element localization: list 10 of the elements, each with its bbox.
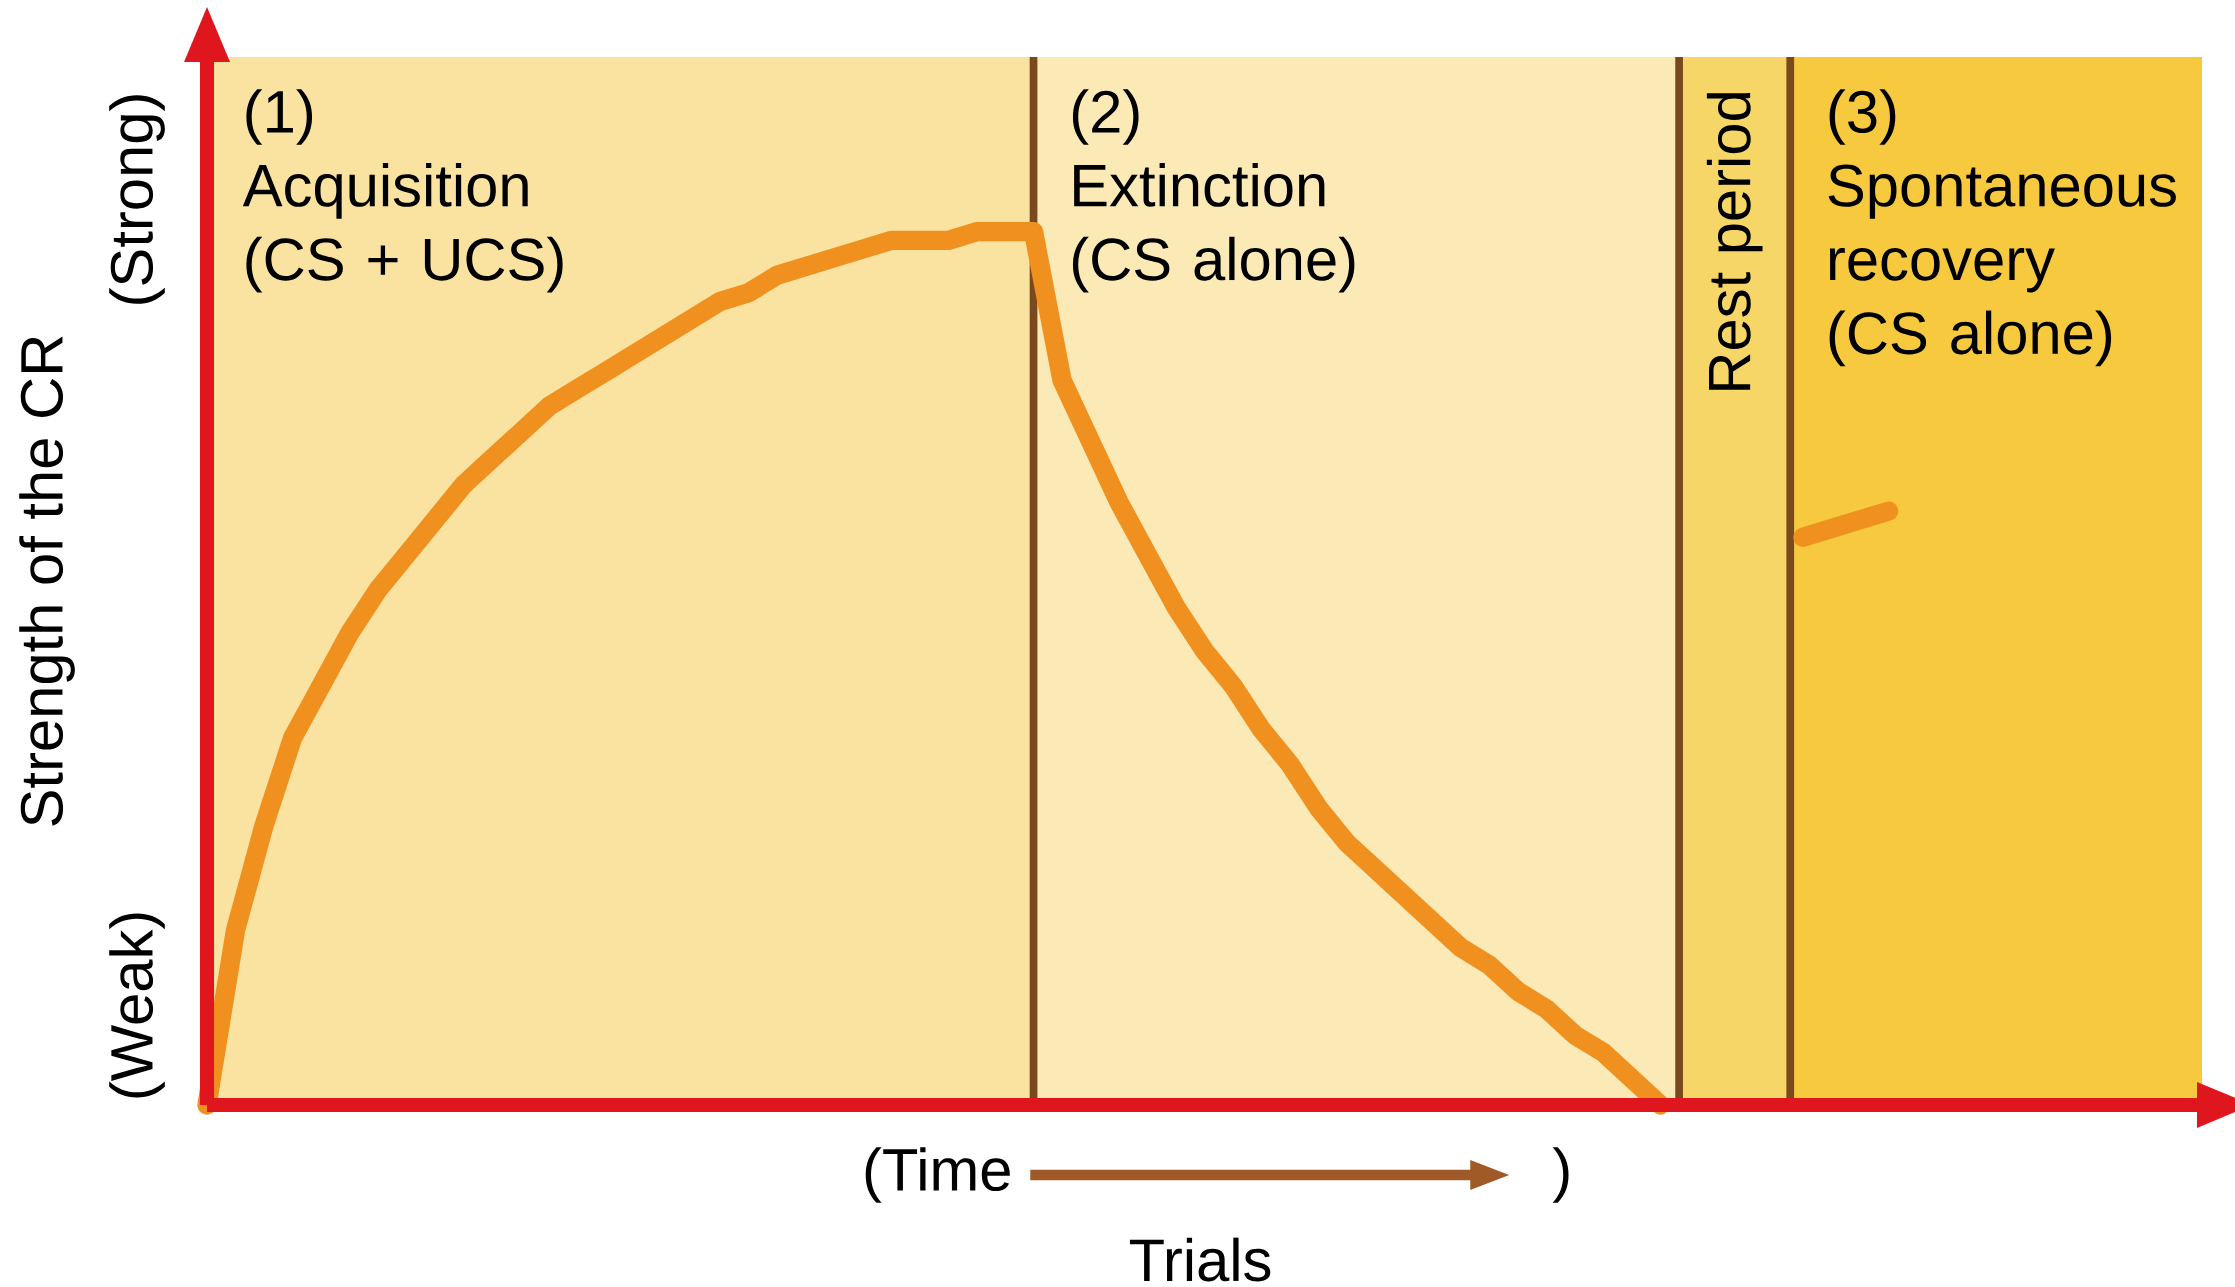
annotation: (2) Extinction (CS alone): [1072, 89, 1355, 293]
x-axis-title: Trials: [1129, 1237, 1271, 1282]
text: (Weak): [109, 913, 165, 1098]
y-axis-title: Strength of the CR: [19, 336, 75, 826]
text: (Strong): [109, 95, 165, 304]
text: ): [1552, 1147, 1569, 1203]
annotation: (3) Spontaneous recovery (CS alone): [1828, 89, 2176, 367]
annotation: (1) Acquisition (CS + UCS): [242, 89, 563, 293]
annotation: Rest period: [1706, 93, 1763, 390]
text: (Time: [865, 1147, 1010, 1203]
